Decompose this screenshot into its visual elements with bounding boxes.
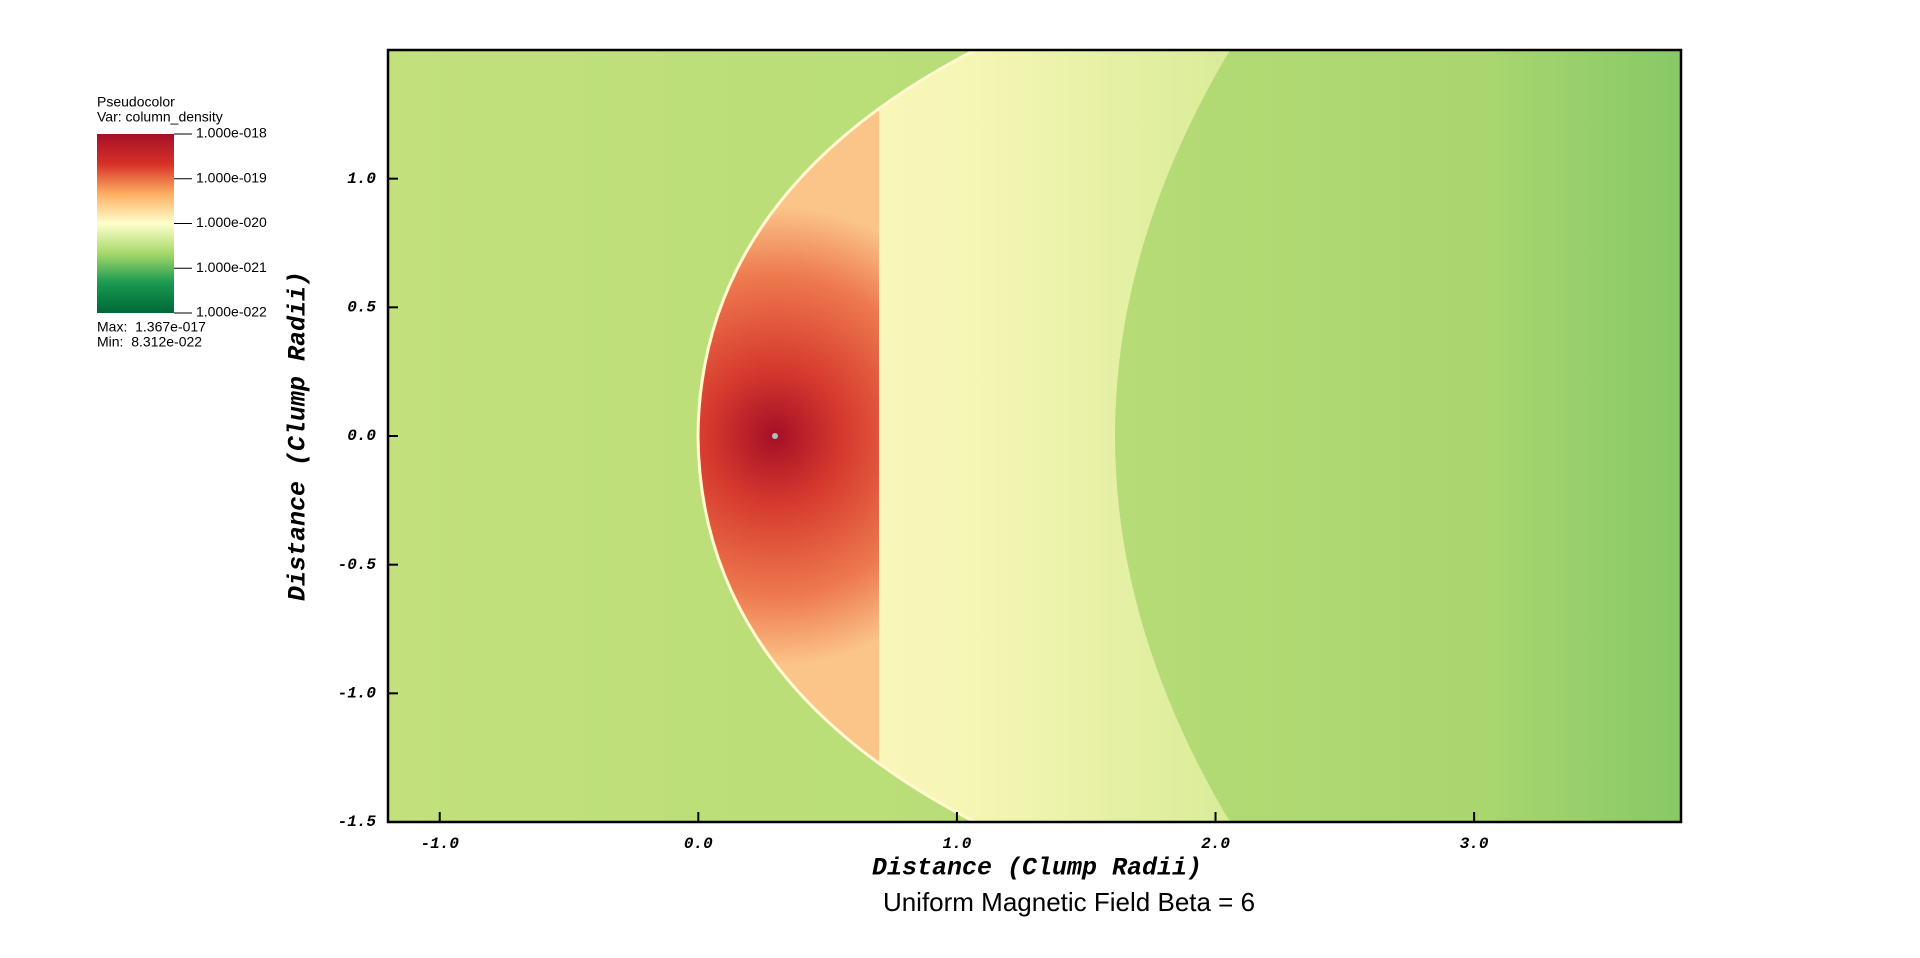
chart-title: Uniform Magnetic Field Beta = 6 — [883, 887, 1255, 917]
x-axis-title: Distance (Clump Radii) — [872, 854, 1202, 883]
y-tick-label: 0.0 — [347, 427, 376, 445]
y-tick-label: -1.0 — [338, 685, 377, 703]
x-tick-label: 0.0 — [684, 835, 713, 853]
colorbar-tick-label: 1.000e-019 — [196, 169, 267, 185]
y-axis-title: Distance (Clump Radii) — [284, 271, 313, 601]
x-tick-label: 2.0 — [1201, 835, 1230, 853]
y-tick-label: 0.5 — [347, 299, 376, 317]
colorbar-tick-label: 1.000e-022 — [196, 304, 267, 320]
field-image — [388, 50, 1681, 822]
colorbar-min: Min: 8.312e-022 — [97, 334, 202, 350]
colorbar — [97, 134, 174, 313]
colorbar-tick-label: 1.000e-018 — [196, 125, 267, 141]
x-tick-label: 3.0 — [1460, 835, 1489, 853]
x-tick-label: 1.0 — [943, 835, 972, 853]
colorbar-tick-label: 1.000e-020 — [196, 214, 267, 230]
y-tick-label: -1.5 — [338, 813, 377, 831]
colorbar-title: Pseudocolor — [97, 94, 175, 110]
x-tick-label: -1.0 — [421, 835, 460, 853]
y-tick-label: -0.5 — [338, 556, 377, 574]
colorbar-tick-label: 1.000e-021 — [196, 259, 267, 275]
y-tick-label: 1.0 — [347, 170, 376, 188]
colorbar-max: Max: 1.367e-017 — [97, 319, 206, 335]
colorbar-variable: Var: column_density — [97, 109, 223, 125]
